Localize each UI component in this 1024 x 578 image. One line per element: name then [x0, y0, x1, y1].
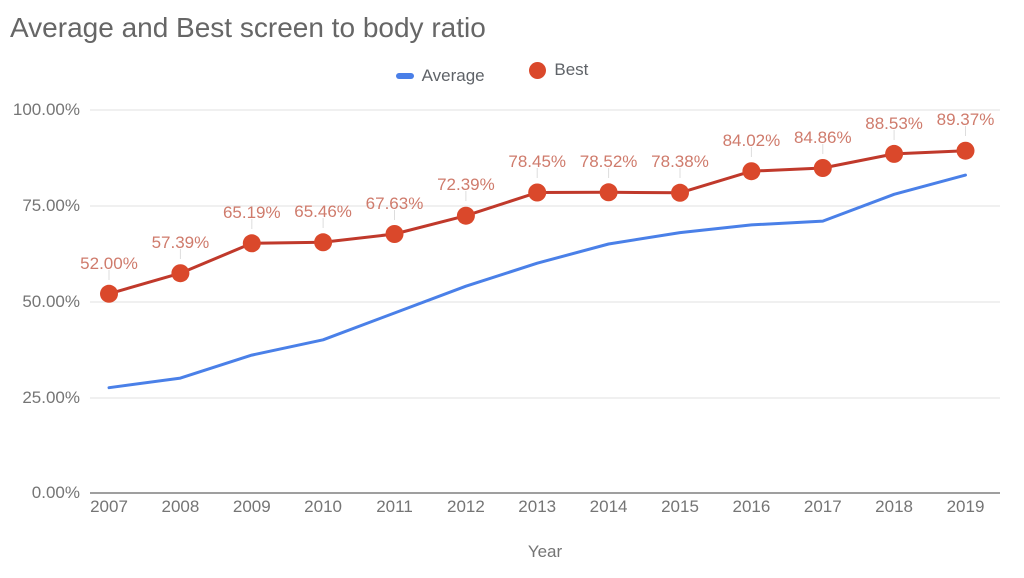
svg-text:2011: 2011	[376, 497, 413, 516]
svg-text:2019: 2019	[947, 497, 985, 516]
svg-text:72.39%: 72.39%	[437, 175, 495, 194]
svg-text:78.45%: 78.45%	[508, 152, 566, 171]
svg-text:84.02%: 84.02%	[723, 131, 781, 150]
svg-text:2014: 2014	[590, 497, 628, 516]
svg-text:100.00%: 100.00%	[13, 100, 80, 119]
svg-text:67.63%: 67.63%	[366, 194, 424, 213]
svg-text:2018: 2018	[875, 497, 913, 516]
svg-text:78.52%: 78.52%	[580, 152, 638, 171]
svg-text:78.38%: 78.38%	[651, 152, 709, 171]
svg-text:88.53%: 88.53%	[865, 114, 923, 133]
svg-text:50.00%: 50.00%	[22, 292, 80, 311]
svg-text:84.86%: 84.86%	[794, 128, 852, 147]
svg-text:2012: 2012	[447, 497, 485, 516]
svg-text:2010: 2010	[304, 497, 342, 516]
svg-text:2015: 2015	[661, 497, 699, 516]
svg-text:2008: 2008	[161, 497, 199, 516]
svg-text:65.19%: 65.19%	[223, 203, 281, 222]
svg-text:52.00%: 52.00%	[80, 254, 138, 273]
svg-text:25.00%: 25.00%	[22, 388, 80, 407]
svg-text:0.00%: 0.00%	[32, 483, 80, 502]
svg-text:2017: 2017	[804, 497, 842, 516]
svg-text:89.37%: 89.37%	[937, 110, 995, 129]
svg-text:75.00%: 75.00%	[22, 196, 80, 215]
svg-text:2007: 2007	[90, 497, 128, 516]
svg-text:2016: 2016	[732, 497, 770, 516]
svg-text:2013: 2013	[518, 497, 556, 516]
svg-text:65.46%: 65.46%	[294, 202, 352, 221]
svg-text:2009: 2009	[233, 497, 271, 516]
svg-text:57.39%: 57.39%	[152, 233, 210, 252]
svg-text:Year: Year	[528, 542, 563, 561]
